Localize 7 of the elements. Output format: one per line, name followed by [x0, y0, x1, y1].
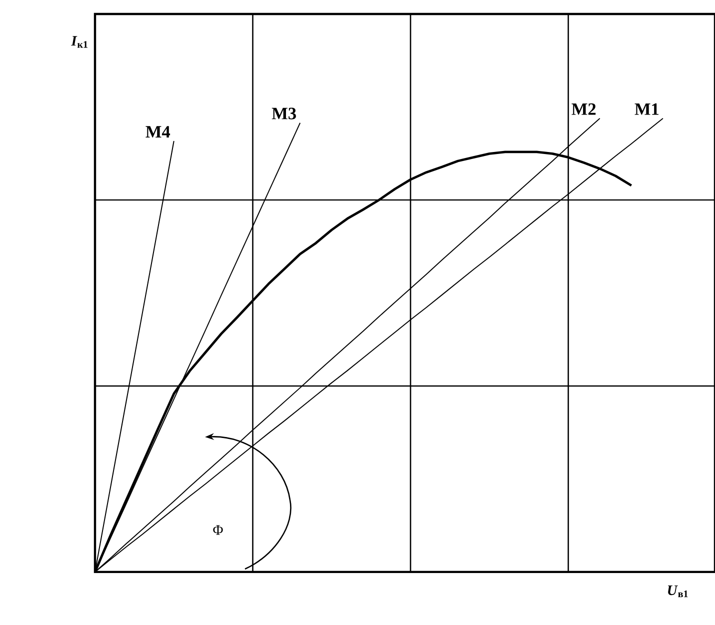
- series-label: M1: [634, 103, 659, 115]
- series-label: M2: [572, 103, 596, 115]
- annotation: Φ: [213, 525, 223, 535]
- y-axis-title: I$_{к1}$: [71, 36, 88, 48]
- x-axis-title: U$_{в1}$: [668, 586, 688, 598]
- series-label: M4: [146, 126, 170, 138]
- series-label: M3: [272, 108, 296, 120]
